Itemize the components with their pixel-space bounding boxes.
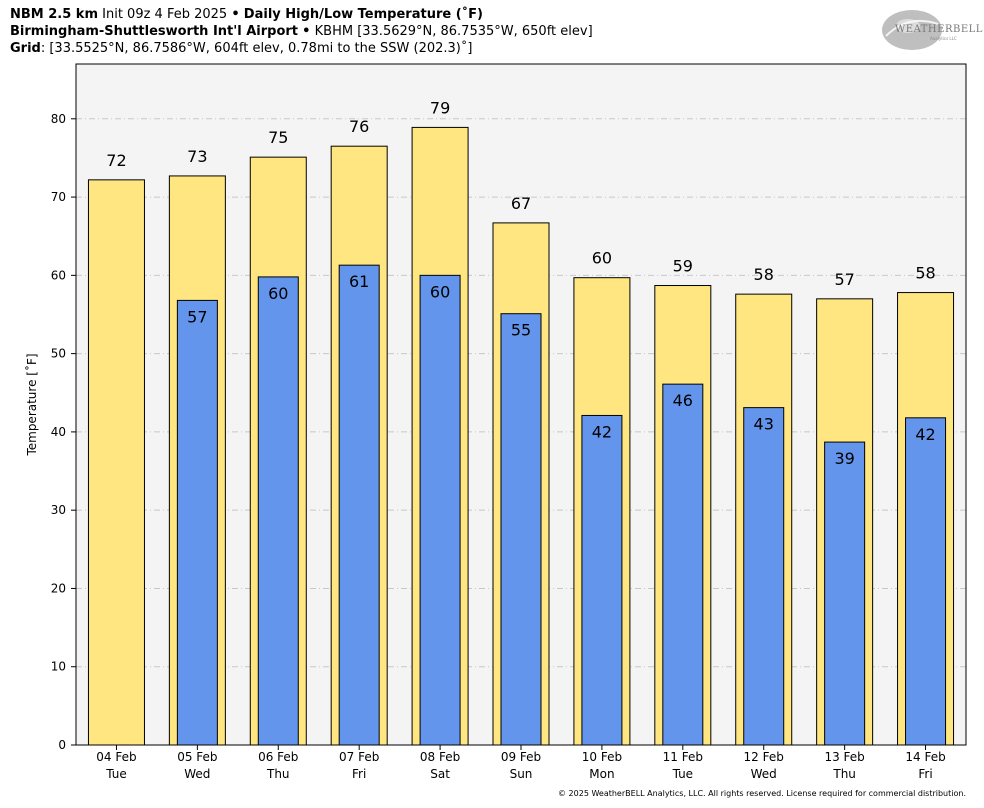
low-temp-label: 42 bbox=[592, 422, 612, 441]
low-temp-label: 60 bbox=[430, 282, 450, 301]
y-tick-label: 50 bbox=[51, 347, 66, 361]
x-tick-day: Sat bbox=[430, 767, 450, 781]
y-tick-label: 20 bbox=[51, 581, 66, 595]
x-tick-date: 11 Feb bbox=[663, 750, 703, 764]
header-line-1: NBM 2.5 km Init 09z 4 Feb 2025 • Daily H… bbox=[10, 6, 593, 23]
low-temp-label: 46 bbox=[673, 391, 693, 410]
x-tick-date: 10 Feb bbox=[582, 750, 622, 764]
x-tick-date: 09 Feb bbox=[501, 750, 541, 764]
low-temp-bar bbox=[419, 274, 461, 746]
high-temp-label: 67 bbox=[511, 194, 531, 213]
x-tick-date: 12 Feb bbox=[744, 750, 784, 764]
high-temp-label: 79 bbox=[430, 98, 450, 117]
chart-header: NBM 2.5 km Init 09z 4 Feb 2025 • Daily H… bbox=[10, 6, 593, 57]
swirl-logo-icon bbox=[882, 10, 942, 50]
y-tick-label: 70 bbox=[51, 190, 66, 204]
product-title: Daily High/Low Temperature (˚F) bbox=[243, 7, 483, 22]
y-tick-label: 40 bbox=[51, 425, 66, 439]
low-temp-bar bbox=[662, 383, 704, 746]
x-tick-day: Wed bbox=[184, 767, 210, 781]
copyright-footer: © 2025 WeatherBELL Analytics, LLC. All r… bbox=[558, 789, 966, 798]
high-temp-label: 57 bbox=[834, 270, 854, 289]
low-temp-bar bbox=[257, 276, 299, 746]
x-tick-day: Thu bbox=[266, 767, 290, 781]
high-temp-label: 60 bbox=[592, 249, 612, 268]
high-temp-label: 58 bbox=[754, 265, 774, 284]
logo-text: WEATHERBELL bbox=[895, 24, 983, 35]
x-tick-day: Fri bbox=[918, 767, 932, 781]
grid-label: Grid bbox=[10, 41, 41, 56]
high-temp-label: 75 bbox=[268, 128, 288, 147]
x-tick-day: Wed bbox=[751, 767, 777, 781]
x-tick-day: Thu bbox=[832, 767, 856, 781]
y-tick-label: 30 bbox=[51, 503, 66, 517]
x-tick-day: Tue bbox=[105, 767, 127, 781]
x-tick-day: Mon bbox=[589, 767, 614, 781]
low-temp-bar bbox=[338, 264, 380, 746]
high-temp-label: 58 bbox=[915, 264, 935, 283]
separator: • bbox=[302, 24, 311, 39]
header-line-2: Birmingham-Shuttlesworth Int'l Airport •… bbox=[10, 23, 593, 40]
low-temp-label: 61 bbox=[349, 272, 369, 291]
x-tick-date: 08 Feb bbox=[420, 750, 460, 764]
station-name: Birmingham-Shuttlesworth Int'l Airport bbox=[10, 24, 299, 39]
low-temp-label: 57 bbox=[187, 307, 207, 326]
bars: 72 73 57 75 60 76 61 79 60 67 55 60 42 59 46 58 43 57 39 58… bbox=[87, 98, 955, 746]
low-temp-bar bbox=[743, 407, 785, 746]
grid-info: : [33.5525°N, 86.7586°W, 604ft elev, 0.7… bbox=[40, 41, 473, 56]
station-info: KBHM [33.5629°N, 86.7535°W, 650ft elev] bbox=[314, 24, 593, 39]
low-temp-label: 43 bbox=[754, 415, 774, 434]
x-tick-day: Fri bbox=[352, 767, 366, 781]
x-tick-date: 14 Feb bbox=[905, 750, 945, 764]
model-name: NBM 2.5 km bbox=[10, 7, 98, 22]
y-tick-label: 80 bbox=[51, 112, 66, 126]
low-temp-bar bbox=[581, 414, 623, 746]
y-tick-label: 0 bbox=[58, 738, 66, 752]
y-tick-label: 10 bbox=[51, 660, 66, 674]
x-tick-date: 06 Feb bbox=[258, 750, 298, 764]
high-temp-label: 59 bbox=[673, 257, 693, 276]
x-tick-date: 04 Feb bbox=[96, 750, 136, 764]
init-time: Init 09z 4 Feb 2025 bbox=[102, 7, 228, 22]
high-temp-label: 73 bbox=[187, 147, 207, 166]
low-temp-label: 55 bbox=[511, 321, 531, 340]
separator: • bbox=[231, 7, 240, 22]
low-temp-label: 60 bbox=[268, 284, 288, 303]
low-temp-bar bbox=[500, 313, 542, 746]
low-temp-label: 42 bbox=[915, 425, 935, 444]
y-axis-label: Temperature [˚F] bbox=[24, 353, 39, 456]
low-temp-label: 39 bbox=[834, 449, 854, 468]
logo-subtext: Analytics LLC bbox=[930, 36, 957, 41]
high-temp-label: 76 bbox=[349, 117, 369, 136]
x-tick-date: 13 Feb bbox=[824, 750, 864, 764]
x-tick-date: 05 Feb bbox=[177, 750, 217, 764]
high-temp-label: 72 bbox=[106, 151, 126, 170]
x-tick-date: 07 Feb bbox=[339, 750, 379, 764]
low-temp-bar bbox=[176, 299, 218, 746]
axis-ticks: 0 10 20 30 40 50 60 70 80 04 Feb Tue 05 Feb Wed 06 Fe… bbox=[51, 112, 946, 781]
header-line-3: Grid: [33.5525°N, 86.7586°W, 604ft elev,… bbox=[10, 40, 593, 57]
low-temp-bar bbox=[824, 441, 866, 746]
x-tick-day: Sun bbox=[510, 767, 533, 781]
x-tick-day: Tue bbox=[672, 767, 694, 781]
high-temp-bar bbox=[87, 179, 145, 746]
y-tick-label: 60 bbox=[51, 268, 66, 282]
low-temp-bar bbox=[905, 417, 947, 746]
